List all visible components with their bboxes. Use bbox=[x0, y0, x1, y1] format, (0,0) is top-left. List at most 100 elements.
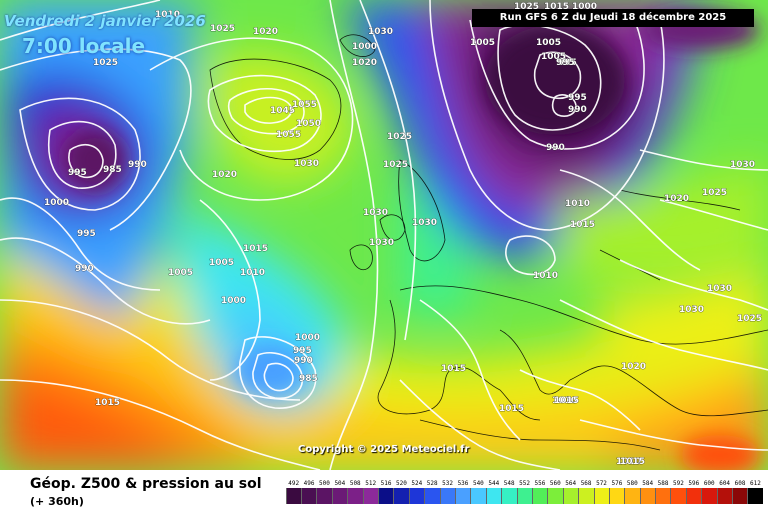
isobar-label: 1030 bbox=[368, 27, 393, 37]
legend-label: 500 bbox=[319, 480, 330, 487]
isobar-label: 1030 bbox=[679, 305, 704, 315]
isobar-label: 1025 bbox=[702, 188, 727, 198]
isobar-label: 1015 bbox=[243, 244, 268, 254]
legend-swatch bbox=[639, 488, 656, 504]
legend-item: 512 bbox=[362, 479, 379, 504]
legend-label: 540 bbox=[472, 480, 484, 487]
legend-swatch bbox=[424, 488, 441, 504]
legend-swatch bbox=[393, 488, 410, 504]
copyright: Copyright © 2025 Meteociel.fr bbox=[298, 444, 470, 455]
legend-label: 596 bbox=[688, 480, 700, 487]
legend-item: 580 bbox=[624, 479, 641, 504]
legend-item: 560 bbox=[547, 479, 564, 504]
isobar-label: 990 bbox=[294, 356, 313, 366]
legend-label: 600 bbox=[703, 480, 715, 487]
legend-label: 532 bbox=[442, 480, 454, 487]
legend-item: 556 bbox=[531, 479, 548, 504]
legend-label: 544 bbox=[488, 480, 500, 487]
legend-item: 576 bbox=[608, 479, 625, 504]
legend-swatch bbox=[362, 488, 379, 504]
isobar-label: 1015 bbox=[544, 2, 569, 12]
isobar-label: 1030 bbox=[730, 160, 755, 170]
legend-label: 548 bbox=[503, 480, 515, 487]
isobar-label: 1000 bbox=[44, 198, 69, 208]
weather-map[interactable]: 1025 1020 1030 1010 1025 1020 1005 1000 995 1025 1… bbox=[0, 0, 768, 470]
legend-label: 580 bbox=[626, 480, 638, 487]
legend-item: 592 bbox=[670, 479, 687, 504]
legend-swatch bbox=[655, 488, 672, 504]
isobar-label: 1055 bbox=[292, 100, 317, 110]
isobar-label: 1015 bbox=[95, 398, 120, 408]
legend-swatch bbox=[531, 488, 548, 504]
isobar-label: 1010 bbox=[552, 396, 577, 406]
isobar-label: 1020 bbox=[212, 170, 237, 180]
isobar-label: 990 bbox=[75, 264, 94, 274]
legend-swatch bbox=[378, 488, 395, 504]
valid-date: Vendredi 2 janvier 2026 bbox=[4, 12, 206, 30]
legend-swatch bbox=[547, 488, 564, 504]
legend-swatch bbox=[747, 488, 764, 504]
legend-label: 556 bbox=[534, 480, 546, 487]
legend-item: 508 bbox=[347, 479, 364, 504]
isobar-label: 1030 bbox=[294, 159, 319, 169]
legend-item: 588 bbox=[655, 479, 672, 504]
isobar-label: 1030 bbox=[363, 208, 388, 218]
legend-label: 552 bbox=[519, 480, 530, 487]
isobar-label: 1000 bbox=[221, 296, 246, 306]
valid-time: 7:00 locale bbox=[22, 34, 146, 58]
isobar-label: 1050 bbox=[296, 119, 321, 129]
legend-label: 536 bbox=[457, 480, 469, 487]
legend-swatch bbox=[316, 488, 333, 504]
isobar-label: 985 bbox=[103, 165, 122, 175]
isobar-label: 1005 bbox=[168, 268, 193, 278]
isobar-labels: 1025 1020 1030 1010 1025 1020 1005 1000 995 1025 1… bbox=[44, 2, 763, 468]
legend-label: 524 bbox=[411, 480, 423, 487]
isobar-label: 1020 bbox=[621, 362, 646, 372]
legend-swatch bbox=[701, 488, 718, 504]
legend-label: 568 bbox=[580, 480, 592, 487]
isobar-label: 990 bbox=[568, 105, 587, 115]
legend-item: 608 bbox=[732, 479, 749, 504]
legend-item: 584 bbox=[639, 479, 656, 504]
isobar-label: 1025 bbox=[210, 24, 235, 34]
isobar-label: 1025 bbox=[737, 314, 762, 324]
legend-label: 584 bbox=[642, 480, 654, 487]
legend-label: 612 bbox=[749, 480, 761, 487]
isobar-label: 1055 bbox=[276, 130, 301, 140]
isobar-label: 995 bbox=[68, 168, 87, 178]
legend-swatch bbox=[516, 488, 533, 504]
legend-label: 560 bbox=[549, 480, 561, 487]
legend-label: 564 bbox=[565, 480, 577, 487]
legend-label: 516 bbox=[380, 480, 392, 487]
legend-item: 504 bbox=[331, 479, 348, 504]
legend-swatch bbox=[301, 488, 318, 504]
isobar-label: 1015 bbox=[620, 457, 645, 467]
legend-item: 500 bbox=[316, 479, 333, 504]
map-title: Géop. Z500 & pression au sol bbox=[30, 476, 262, 492]
isobar-label: 1005 bbox=[541, 52, 566, 62]
isobar-label: 1020 bbox=[253, 27, 278, 37]
legend-item: 492 bbox=[285, 479, 302, 504]
legend-item: 496 bbox=[301, 479, 318, 504]
isobar-label: 1030 bbox=[412, 218, 437, 228]
legend-item: 572 bbox=[593, 479, 610, 504]
isobar-label: 995 bbox=[558, 58, 577, 68]
isobar-label: 1020 bbox=[352, 58, 377, 68]
legend-swatch bbox=[716, 488, 733, 504]
isobar-label: 1020 bbox=[664, 194, 689, 204]
legend-swatch bbox=[685, 488, 702, 504]
legend-swatch bbox=[470, 488, 487, 504]
isobar-label: 985 bbox=[299, 374, 318, 384]
isobar-label: 1025 bbox=[514, 2, 539, 12]
legend-label: 504 bbox=[334, 480, 346, 487]
isobar-label: 1005 bbox=[470, 38, 495, 48]
legend-item: 568 bbox=[578, 479, 595, 504]
legend-swatch bbox=[562, 488, 579, 504]
legend-label: 496 bbox=[303, 480, 315, 487]
isobar-label: 1015 bbox=[570, 220, 595, 230]
isobar-label: 990 bbox=[546, 143, 565, 153]
legend-label: 572 bbox=[596, 480, 607, 487]
isobar-label: 1000 bbox=[572, 2, 597, 12]
legend-item: 612 bbox=[747, 479, 764, 504]
